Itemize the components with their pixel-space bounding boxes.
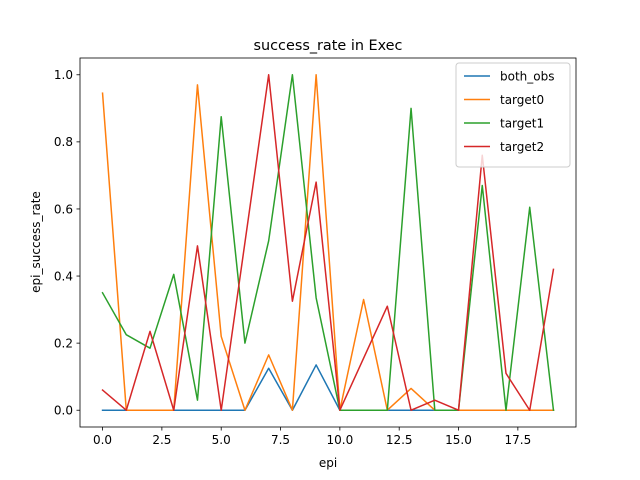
series-line-target0 (101, 74, 555, 411)
axes-frame (79, 57, 577, 428)
y-axis-title: epi_success_rate (29, 191, 43, 293)
y-tick-label: 0.0 (54, 404, 73, 418)
legend-box (455, 62, 571, 168)
y-tick-label: 0.4 (54, 269, 73, 283)
x-tick-label: 0.0 (93, 433, 112, 447)
y-tick-label: 0.6 (54, 202, 73, 216)
series-line-target1 (101, 74, 555, 412)
legend-label-target0: target0 (500, 93, 544, 107)
legend-label-both_obs: both_obs (500, 69, 554, 83)
series-line-target2 (101, 74, 555, 411)
legend-label-target2: target2 (500, 140, 544, 154)
x-tick-label: 17.5 (504, 433, 531, 447)
plot-area: 0.0 2.5 5.0 7.5 10.0 12.5 15.0 17.5 0.0 0.2 0.4 0.6… (54, 57, 577, 447)
legend: both_obs target0 target1 target2 (455, 62, 571, 168)
x-tick-label: 5.0 (212, 433, 231, 447)
x-tick-label: 12.5 (386, 433, 413, 447)
y-tick-label: 1.0 (54, 68, 73, 82)
chart-title: success_rate in Exec (254, 38, 403, 54)
x-tick-label: 15.0 (445, 433, 472, 447)
x-tick-label: 2.5 (152, 433, 171, 447)
x-tick-label: 10.0 (327, 433, 354, 447)
y-tick-label: 0.2 (54, 336, 73, 350)
y-tick-label: 0.8 (54, 135, 73, 149)
x-tick-label: 7.5 (271, 433, 290, 447)
x-axis-title: epi (319, 456, 337, 470)
legend-label-target1: target1 (500, 116, 544, 130)
